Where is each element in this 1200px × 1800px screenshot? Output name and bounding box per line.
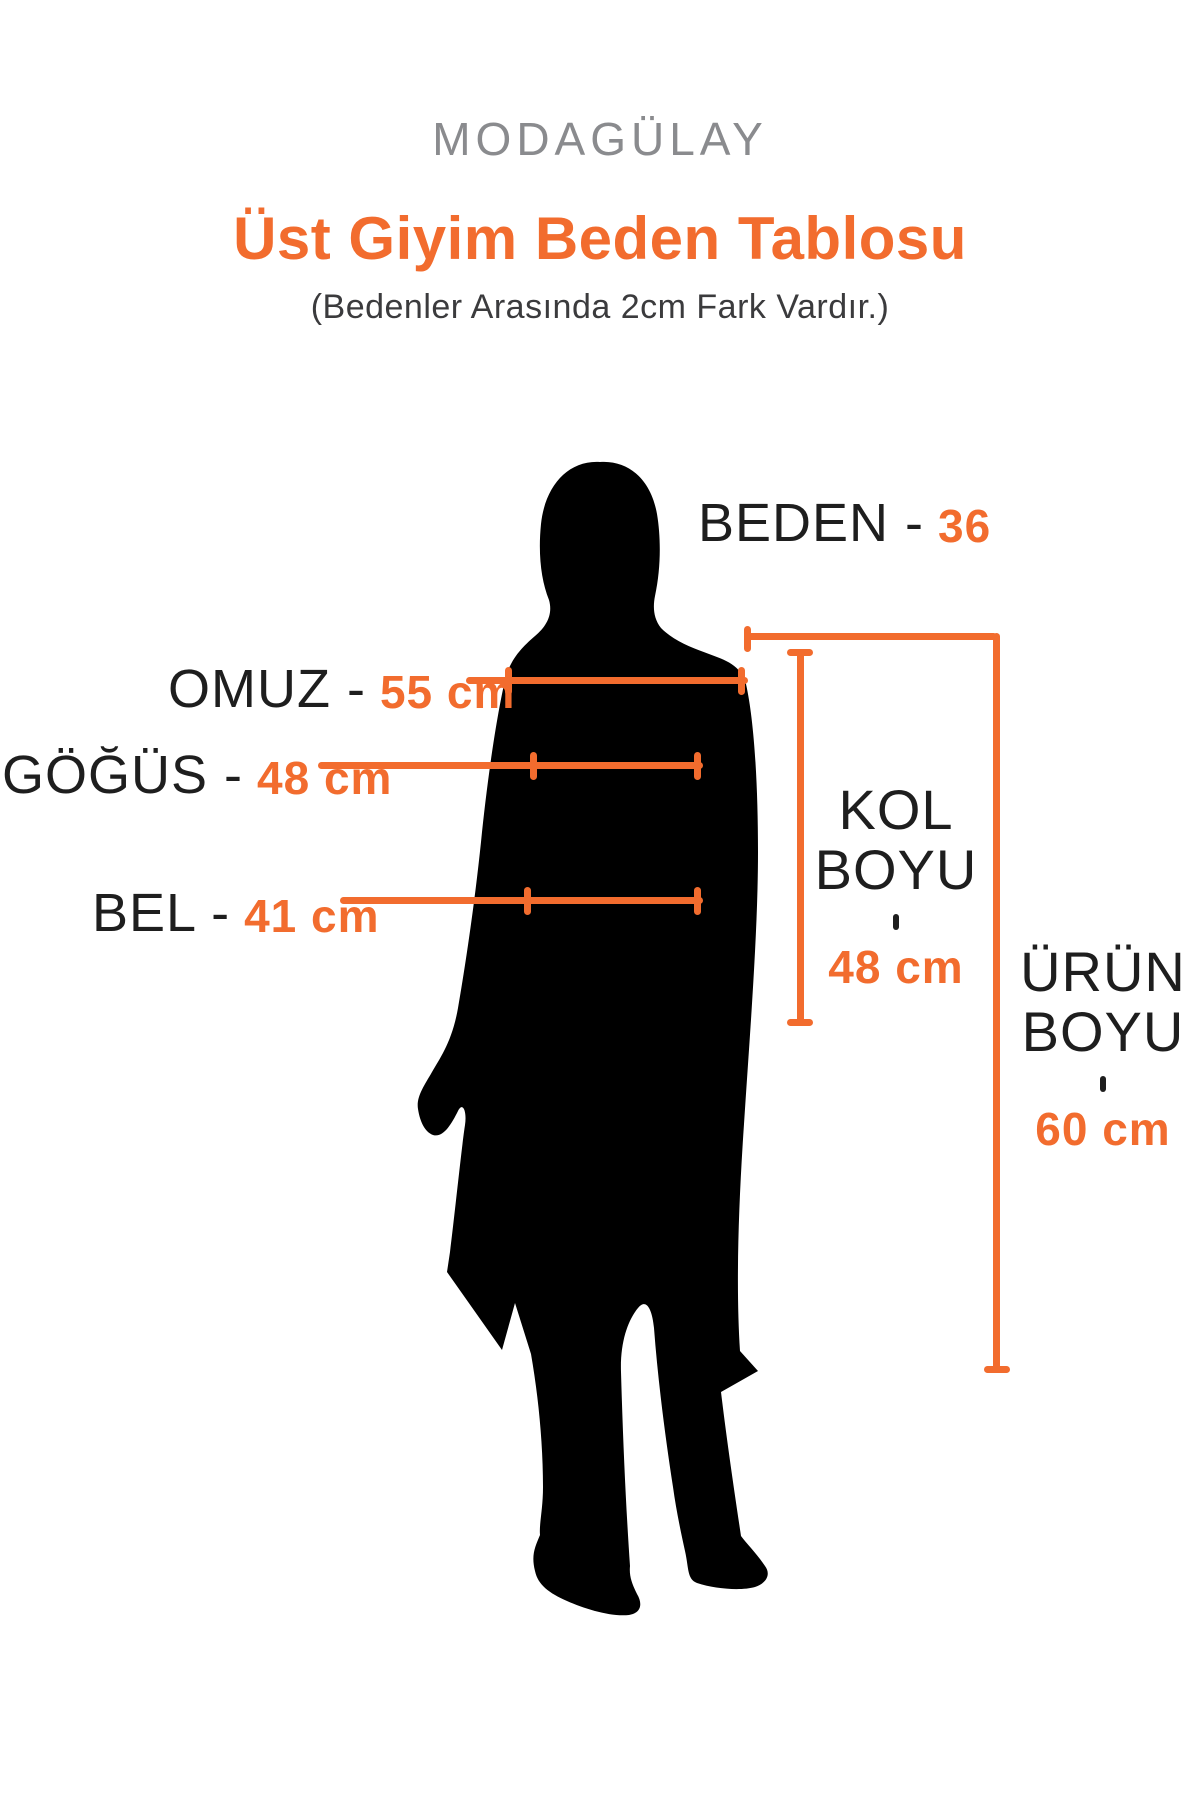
sleeve-label-line1: KOL bbox=[838, 778, 954, 841]
shoulder-label: OMUZ - bbox=[168, 659, 366, 719]
shoulder-row: OMUZ - 55 cm bbox=[168, 658, 515, 720]
woman-silhouette bbox=[417, 461, 768, 1616]
product-length-line-cap-bottom bbox=[984, 1366, 1010, 1373]
page-title: Üst Giyim Beden Tablosu bbox=[233, 205, 967, 272]
sleeve-measure-line bbox=[797, 652, 804, 1026]
sleeve-length-block: KOL BOYU 48 cm bbox=[800, 780, 992, 994]
waist-measure-line bbox=[340, 897, 703, 904]
waist-line-tick-left bbox=[524, 887, 531, 915]
product-length-separator-tick bbox=[1100, 1076, 1106, 1092]
shoulder-value: 55 cm bbox=[379, 666, 516, 718]
shoulder-line-tick-right bbox=[738, 667, 745, 695]
chest-label: GÖĞÜS - bbox=[2, 745, 244, 805]
sleeve-line-cap-bottom bbox=[787, 1019, 813, 1026]
waist-line-tick-right bbox=[694, 887, 701, 915]
product-length-label-line1: ÜRÜN bbox=[1020, 940, 1186, 1003]
chest-measure-line bbox=[318, 762, 703, 769]
sleeve-separator-tick bbox=[893, 914, 899, 930]
product-length-line-horizontal bbox=[747, 633, 997, 640]
size-row: BEDEN - 36 bbox=[698, 492, 991, 554]
size-label: BEDEN - bbox=[698, 493, 925, 553]
sleeve-label-line2: BOYU bbox=[814, 838, 978, 901]
product-length-block: ÜRÜN BOYU 60 cm bbox=[1008, 942, 1198, 1156]
brand-logo: MODAGÜLAY bbox=[432, 113, 768, 165]
size-value: 36 bbox=[938, 500, 992, 552]
waist-row: BEL - 41 cm bbox=[92, 882, 380, 944]
page-subtitle: (Bedenler Arasında 2cm Fark Vardır.) bbox=[310, 288, 890, 326]
waist-label: BEL - bbox=[92, 883, 231, 943]
product-length-value: 60 cm bbox=[1035, 1103, 1171, 1155]
chest-value: 48 cm bbox=[257, 752, 393, 804]
product-length-label-line2: BOYU bbox=[1021, 1000, 1185, 1063]
shoulder-line-tick-left bbox=[505, 667, 512, 695]
sleeve-line-cap-top bbox=[787, 649, 813, 656]
chest-line-tick-left bbox=[530, 752, 537, 780]
shoulder-measure-line bbox=[466, 677, 748, 684]
chest-row: GÖĞÜS - 48 cm bbox=[2, 744, 392, 806]
chest-line-tick-right bbox=[694, 752, 701, 780]
sleeve-value: 48 cm bbox=[828, 941, 964, 993]
product-length-line-vertical bbox=[993, 633, 1000, 1373]
